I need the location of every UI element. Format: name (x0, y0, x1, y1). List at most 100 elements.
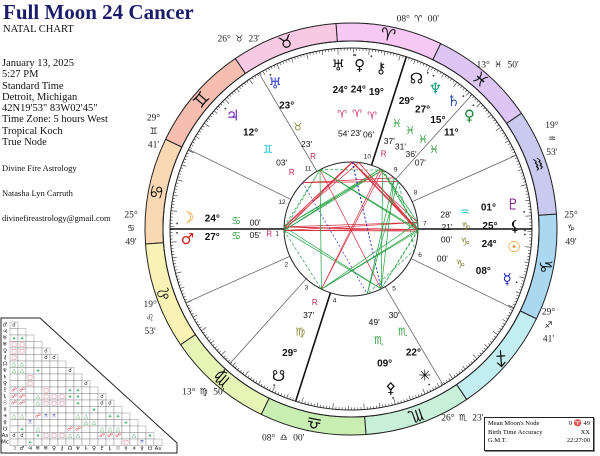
aspect-grid-cell (25, 334, 35, 342)
house-number: 3 (305, 285, 309, 292)
planet-sign-cancer-icon: ♋ (231, 229, 241, 242)
house-cusp-line-5 (384, 286, 444, 386)
aspect-grid-cell (145, 438, 155, 446)
planet-position-marker (392, 396, 394, 399)
planet-sign-aries-icon: ♈ (337, 108, 347, 121)
chart-subtitle: NATAL CHART (3, 24, 74, 35)
aspect-grid-cell (97, 438, 107, 446)
aspect-grid-symbol: △ (12, 413, 17, 419)
planet-position-marker (524, 229, 526, 232)
aspect-grid-cell (17, 406, 27, 414)
aspect-grid-cell (17, 354, 27, 362)
planet-degree: 25° (482, 221, 497, 232)
aspect-grid-cell (57, 412, 67, 420)
credit-email[interactable]: divinefireastrology@gmail.com (2, 213, 111, 223)
aspect-grid-symbol: ⚻ (44, 413, 48, 419)
cusp-minutes-label: 53' (145, 327, 157, 337)
aspect-grid-cell (25, 386, 35, 394)
aspect-grid-cell (17, 380, 27, 388)
planet-minutes: 21' (441, 222, 452, 232)
venus-icon: ♀ (464, 107, 475, 125)
house-number: 11 (305, 165, 312, 172)
aspect-grid-cell (57, 419, 67, 427)
planet-sign-aries-icon: ♈ (352, 108, 362, 121)
aspect-grid-cell (97, 419, 107, 427)
aspect-grid-cell (9, 419, 19, 427)
aspect-grid-symbol: ⚹ (36, 433, 40, 439)
retrograde-marker: R (381, 149, 387, 158)
planet-degree: 22° (406, 348, 421, 359)
cusp-minutes-label: 41' (543, 334, 555, 344)
planet-sign-aries-icon: ♈ (367, 109, 377, 122)
neptune-icon: ♆ (429, 79, 442, 97)
cusp-degree-label: 13° (182, 387, 196, 398)
aspect-grid-symbol: ☌ (44, 348, 48, 354)
aspect-line (302, 182, 368, 295)
planet-sign-taurus-icon: ♉ (293, 121, 303, 134)
aspect-grid-row-label: ⚷ (3, 355, 7, 361)
aspect-grid-row-label: ⚸ (3, 393, 7, 400)
aspect-grid-symbol: □ (51, 433, 56, 439)
aspect-grid-symbol: ☍ (11, 387, 17, 393)
aspect-grid-cell (25, 354, 35, 362)
juno-icon: ✳ (418, 367, 431, 385)
aspect-grid-cell (49, 438, 59, 446)
aspect-grid-cell (89, 438, 99, 446)
aspect-grid-symbol: △ (132, 433, 137, 439)
aspect-line (283, 230, 322, 290)
aspect-grid-cell (57, 406, 67, 414)
aspect-grid-column-label: As (155, 446, 162, 452)
cusp-degree-label: 29° (147, 113, 161, 124)
aspect-line (283, 226, 382, 290)
aspect-grid-row-label: ♂ (3, 322, 8, 328)
cusp-minutes-label: 49' (125, 238, 137, 248)
cusp-minutes-label: 50' (213, 388, 225, 398)
aspect-grid-cell (89, 386, 99, 394)
planet-sign-pisces-icon: ♓ (405, 124, 415, 137)
aspect-grid-cell (49, 360, 59, 368)
planet-sign-pisces-icon: ♓ (429, 143, 439, 156)
cusp-degree-label: 26° (217, 34, 231, 45)
planet-minutes: 23' (301, 139, 312, 149)
aspect-grid-cell (25, 367, 35, 375)
chiron-icon: ⚷ (375, 59, 386, 77)
aspect-grid-cell (33, 373, 43, 381)
planet-sign-virgo-icon: ♍ (295, 326, 305, 339)
aspect-line (319, 169, 322, 290)
aspect-grid-cell (17, 419, 27, 427)
aspect-grid-cell (9, 406, 19, 414)
cusp-sign-label: ♍ (200, 388, 208, 398)
aspect-grid-symbol: □ (43, 400, 48, 406)
aspect-grid-cell (137, 425, 147, 433)
detail-node-type: True Node (2, 137, 47, 149)
aspect-grid-symbol: △ (84, 413, 89, 419)
aspect-grid-cell (65, 438, 75, 446)
detail-date: January 13, 2025 (2, 58, 75, 69)
aspect-grid-cell (65, 373, 75, 381)
planet-minutes: 00' (441, 235, 452, 245)
aspect-line (302, 181, 399, 184)
planet-degree: 23° (279, 100, 294, 111)
planet-degree: 24° (351, 85, 366, 96)
aspect-grid-cell (25, 399, 35, 407)
aspect-grid-symbol: △ (36, 394, 41, 400)
info-label: G.M.T. (488, 437, 507, 444)
house-number: 10 (364, 153, 372, 160)
cusp-degree-label: 08° (397, 14, 411, 25)
aspect-grid-symbol: △ (20, 368, 25, 374)
aspect-grid-symbol: △ (76, 433, 81, 439)
aspect-grid-cell (89, 425, 99, 433)
aspect-grid-cell (81, 432, 91, 440)
aspect-grid-cell (57, 367, 67, 375)
house-number: 8 (414, 190, 418, 197)
birth-details: January 13, 2025 5:27 PM Standard Time D… (2, 58, 108, 148)
aspect-grid-column-label: ♄ (84, 445, 89, 452)
aspect-grid-symbol: □ (59, 433, 64, 439)
aspect-grid-column-label: ♅ (36, 445, 41, 452)
aspect-grid-cell (73, 406, 83, 414)
aspect-grid-symbol: ⚹ (12, 335, 16, 341)
detail-location: Detroit, Michigan (2, 91, 78, 103)
planet-position-marker (352, 54, 355, 56)
aspect-grid-cell (105, 438, 115, 446)
aspect-grid-symbol: △ (76, 413, 81, 419)
